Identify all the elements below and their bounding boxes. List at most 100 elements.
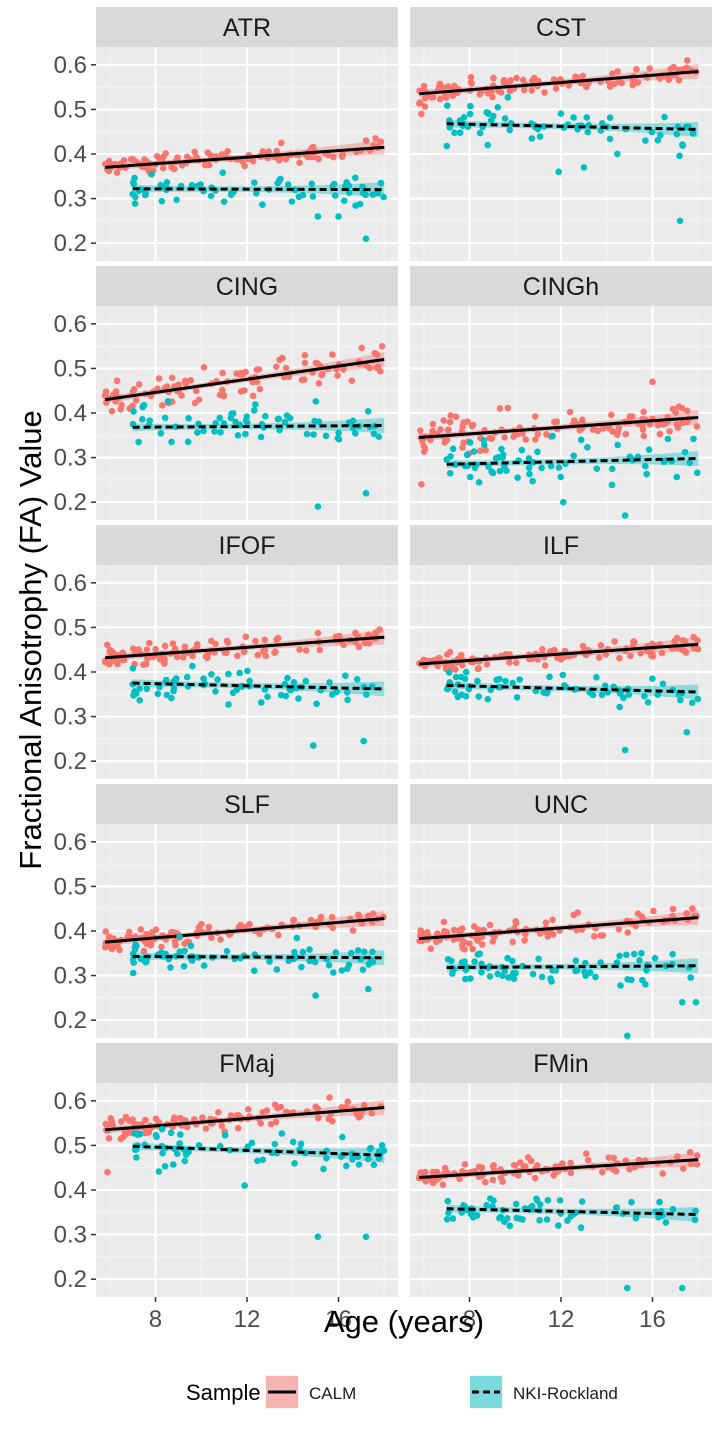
data-point	[580, 164, 588, 171]
data-point	[265, 148, 273, 155]
data-point	[225, 670, 232, 678]
data-point	[674, 66, 682, 74]
data-point	[694, 646, 702, 653]
data-point	[541, 89, 548, 96]
data-point	[373, 364, 380, 372]
data-point	[679, 419, 686, 427]
data-point	[322, 432, 330, 440]
data-point	[369, 910, 377, 917]
data-point	[656, 75, 664, 82]
data-point	[277, 691, 285, 699]
data-point	[242, 633, 250, 641]
data-point	[625, 691, 633, 698]
data-point	[687, 974, 694, 981]
data-point	[608, 411, 615, 419]
data-point	[316, 646, 324, 654]
data-point	[102, 657, 109, 665]
series-calm	[101, 343, 386, 415]
data-point	[249, 378, 256, 386]
data-point	[594, 427, 602, 435]
data-point	[640, 408, 647, 416]
data-point	[534, 448, 541, 456]
data-point	[295, 193, 303, 201]
data-point	[362, 235, 370, 242]
data-point	[684, 407, 691, 415]
data-point	[680, 1165, 687, 1172]
data-point	[678, 646, 686, 653]
data-point	[643, 967, 650, 974]
data-point	[323, 1154, 330, 1162]
fit-line	[105, 635, 385, 660]
data-point	[496, 675, 503, 683]
data-point	[500, 78, 508, 86]
data-point	[437, 426, 444, 433]
data-point	[597, 127, 605, 134]
data-point	[538, 464, 545, 472]
data-point	[640, 432, 648, 440]
fit-line	[132, 681, 385, 691]
data-point	[219, 369, 226, 377]
panel-title: CINGh	[523, 273, 599, 301]
data-point	[345, 189, 353, 196]
data-point	[577, 436, 585, 444]
data-point	[629, 77, 637, 85]
data-point	[258, 699, 265, 706]
data-point	[313, 700, 320, 708]
data-point	[355, 643, 363, 651]
data-point	[275, 177, 283, 185]
data-point	[583, 114, 591, 121]
data-point	[457, 673, 465, 681]
data-point	[371, 349, 379, 357]
data-point	[131, 174, 138, 182]
data-point	[540, 123, 548, 130]
data-point	[549, 967, 556, 974]
data-point	[208, 637, 215, 645]
data-point	[348, 949, 355, 957]
y-tick-label: 0.2	[54, 1007, 87, 1034]
data-point	[176, 1140, 183, 1147]
data-point	[204, 149, 211, 156]
data-point	[606, 83, 614, 90]
data-point	[627, 652, 634, 660]
data-point	[155, 375, 163, 382]
data-point	[220, 420, 228, 427]
data-point	[595, 654, 603, 661]
data-point	[620, 694, 627, 702]
data-point	[513, 1214, 520, 1222]
data-point	[339, 150, 346, 158]
series-nki	[443, 668, 702, 754]
data-point	[610, 1154, 617, 1162]
data-point	[355, 1161, 363, 1168]
data-point	[129, 156, 137, 163]
data-point	[693, 423, 701, 430]
data-point	[573, 926, 580, 934]
data-point	[244, 667, 251, 675]
fit-line	[105, 145, 385, 169]
data-point	[295, 695, 302, 702]
series-calm	[416, 57, 700, 118]
data-point	[665, 76, 673, 84]
panel-strip	[96, 1043, 398, 1083]
data-point	[534, 431, 541, 438]
data-point	[550, 931, 557, 938]
data-point	[129, 665, 137, 672]
data-point	[494, 104, 502, 111]
data-point	[482, 1178, 489, 1186]
data-point	[496, 405, 504, 412]
data-point	[311, 958, 319, 966]
data-point	[512, 1200, 520, 1208]
data-point	[131, 1130, 139, 1137]
data-point	[512, 917, 519, 925]
panel-strip	[410, 7, 712, 47]
data-point	[483, 661, 491, 668]
data-point	[642, 462, 649, 470]
data-point	[308, 180, 316, 188]
data-point	[543, 431, 550, 438]
y-tick-label: 0.3	[54, 186, 87, 213]
data-point	[532, 436, 539, 443]
data-point	[200, 364, 208, 371]
data-point	[486, 973, 494, 980]
data-point	[216, 414, 223, 422]
data-point	[148, 170, 155, 178]
data-point	[344, 689, 351, 696]
